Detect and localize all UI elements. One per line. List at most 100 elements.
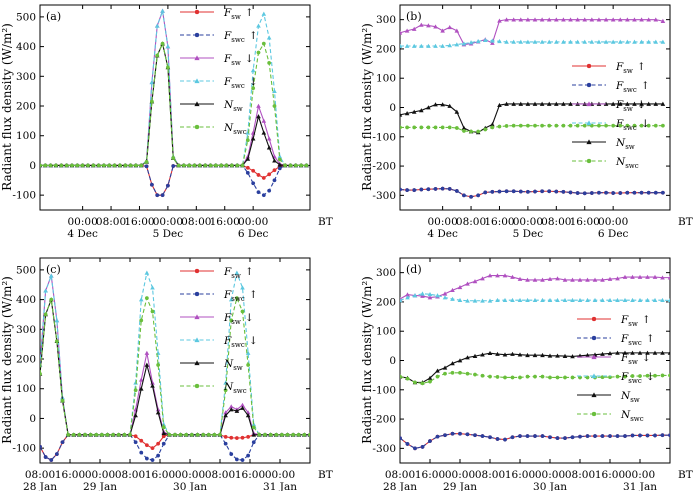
y-tick-label: 200 <box>16 101 36 113</box>
data-point <box>94 432 99 437</box>
series-line <box>40 41 307 166</box>
data-point <box>234 436 239 440</box>
data-point <box>450 431 455 436</box>
series-Fsw_dn <box>40 273 310 437</box>
y-tick-label: 0 <box>29 413 36 425</box>
data-point <box>554 189 559 194</box>
data-point <box>603 17 609 22</box>
x-tick-time: 08:00 <box>205 469 235 481</box>
data-point <box>645 274 650 279</box>
data-point <box>433 125 438 130</box>
data-point <box>450 287 455 293</box>
data-point <box>412 188 417 193</box>
data-point <box>426 23 431 28</box>
data-point <box>443 433 447 438</box>
data-point <box>490 38 495 43</box>
x-tick-date: 5 Dec <box>513 228 544 240</box>
data-point <box>208 163 213 168</box>
legend-label: Fsw ↓ <box>615 99 646 113</box>
legend-entry-Fswc_dn: Fswc ↓ <box>180 76 258 90</box>
data-point <box>197 163 202 168</box>
data-point <box>568 39 573 44</box>
data-point <box>160 8 165 13</box>
panel-label: (a) <box>46 10 61 23</box>
data-point <box>116 432 121 437</box>
legend: Fsw ↑ Fswc ↑ Fsw ↓ Fswc ↓ Nsw Nswc <box>180 7 258 136</box>
data-point <box>419 125 424 130</box>
data-point <box>447 24 453 30</box>
data-point <box>504 39 509 44</box>
data-point <box>653 433 657 438</box>
data-point <box>400 374 402 379</box>
data-point <box>48 163 53 168</box>
x-tick-time: 00:00 <box>427 216 457 228</box>
data-point <box>457 358 463 363</box>
data-point <box>279 432 284 437</box>
data-point <box>568 123 573 128</box>
data-point <box>167 432 172 437</box>
data-point <box>454 28 460 33</box>
data-point <box>261 175 266 180</box>
data-point <box>440 125 445 130</box>
data-point <box>596 39 602 44</box>
data-point <box>80 163 85 168</box>
series-line <box>400 39 663 47</box>
x-tick-time: 08:00 <box>115 469 145 481</box>
data-point <box>653 373 657 378</box>
data-point <box>480 298 485 303</box>
data-point <box>630 374 635 378</box>
data-point <box>49 458 54 462</box>
data-point <box>435 434 440 439</box>
data-point <box>502 273 508 278</box>
data-point <box>250 136 256 141</box>
legend: Fsw ↑ Fswc ↑ Fsw ↓ Fswc ↓ Nsw Nswc <box>577 314 655 423</box>
data-point <box>646 17 651 22</box>
data-point <box>229 318 234 323</box>
data-point <box>582 123 587 128</box>
data-point <box>240 163 245 168</box>
data-point <box>465 432 470 437</box>
data-point <box>461 193 466 198</box>
data-point <box>487 298 493 303</box>
data-point <box>150 458 155 462</box>
data-point <box>144 164 149 169</box>
x-tick-time: 16:00 <box>595 469 625 481</box>
data-point <box>585 277 590 282</box>
data-point <box>495 374 500 379</box>
x-tick-date: 31 Jan <box>623 481 657 491</box>
data-point <box>632 101 637 106</box>
data-point <box>615 276 620 281</box>
data-point <box>133 163 138 168</box>
data-point <box>173 432 177 437</box>
x-tick-date: 28 Jan <box>383 481 417 491</box>
data-point <box>653 123 658 128</box>
data-point <box>495 297 500 303</box>
data-point <box>600 351 605 356</box>
data-point <box>504 101 509 106</box>
data-point <box>610 17 616 22</box>
data-point <box>291 432 296 437</box>
data-point <box>433 186 438 191</box>
data-point <box>532 39 538 44</box>
data-point <box>660 275 665 280</box>
data-point <box>525 374 530 379</box>
x-tick-date: 4 Dec <box>67 228 98 240</box>
series-line <box>400 19 664 46</box>
y-tick-label: -300 <box>372 190 396 202</box>
legend-entry-Fsw_dn: Fsw ↓ <box>180 312 254 326</box>
data-point <box>575 123 580 128</box>
data-point <box>450 370 455 375</box>
data-point <box>218 432 222 437</box>
legend: Fsw ↑ Fswc ↑ Fsw ↓ Fswc ↓ Nsw Nswc <box>180 266 258 395</box>
data-point <box>261 118 267 123</box>
data-point <box>419 43 424 48</box>
data-point <box>433 24 438 29</box>
data-point <box>412 293 418 298</box>
data-point <box>144 296 149 301</box>
data-point <box>213 163 218 168</box>
data-point <box>40 163 42 168</box>
series-line <box>40 434 310 461</box>
data-point <box>646 39 651 44</box>
data-point <box>482 37 488 42</box>
y-axis-label: Radiant flux density (W/m²) <box>0 276 14 444</box>
